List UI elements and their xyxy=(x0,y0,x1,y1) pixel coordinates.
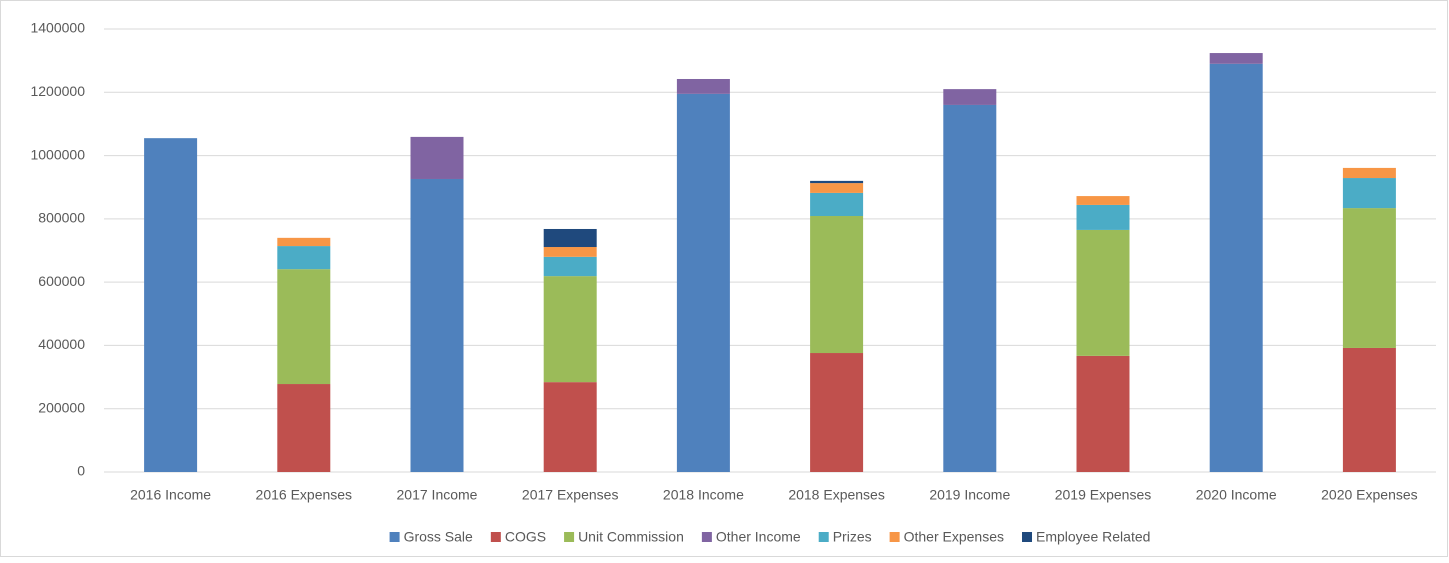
legend-swatch xyxy=(701,532,712,542)
legend-label: Other Expenses xyxy=(904,529,1004,545)
legend-swatch xyxy=(1022,532,1033,542)
bar-segment xyxy=(943,104,997,472)
bar-segment xyxy=(144,138,198,473)
bar-segment xyxy=(810,216,864,354)
bar-segment xyxy=(1076,196,1130,205)
legend-label: COGS xyxy=(505,529,546,545)
y-tick-label: 1400000 xyxy=(30,20,85,36)
x-tick-label: 2016 Expenses xyxy=(256,487,353,503)
legend-swatch xyxy=(818,532,829,542)
legend-label: Gross Sale xyxy=(404,529,473,545)
bar-segment xyxy=(1342,347,1396,472)
y-tick-label: 200000 xyxy=(38,399,85,415)
bar-segment xyxy=(543,382,597,472)
bar-segment xyxy=(277,384,331,472)
legend-swatch xyxy=(490,532,501,542)
legend-label: Prizes xyxy=(833,529,872,545)
bar-segment xyxy=(676,93,730,472)
x-tick-label: 2020 Expenses xyxy=(1321,487,1418,503)
bar-segment xyxy=(1076,355,1130,472)
bar-segment xyxy=(277,246,331,270)
bar-segment xyxy=(1342,178,1396,209)
bar-segment xyxy=(1076,204,1130,230)
y-tick-label: 600000 xyxy=(38,273,85,289)
legend-label: Other Income xyxy=(716,529,801,545)
y-tick-label: 400000 xyxy=(38,336,85,352)
bar-segment xyxy=(543,247,597,257)
x-tick-label: 2019 Income xyxy=(929,487,1010,503)
bar-segment xyxy=(810,353,864,472)
bar-segment xyxy=(810,183,864,193)
bar-segment xyxy=(1076,229,1130,356)
x-tick-label: 2016 Income xyxy=(130,487,211,503)
y-tick-label: 1000000 xyxy=(30,146,85,162)
legend-swatch xyxy=(889,532,900,542)
bar-segment xyxy=(943,89,997,105)
bar-segment xyxy=(543,256,597,277)
bar-segment xyxy=(676,78,730,94)
legend-label: Unit Commission xyxy=(578,529,684,545)
x-tick-label: 2017 Expenses xyxy=(522,487,619,503)
y-tick-label: 1200000 xyxy=(30,83,85,99)
bar-segment xyxy=(277,237,331,247)
legend-swatch xyxy=(389,532,400,542)
bar-segment xyxy=(1209,63,1263,473)
x-tick-label: 2020 Income xyxy=(1196,487,1277,503)
bar-segment xyxy=(1209,53,1263,64)
x-tick-label: 2017 Income xyxy=(397,487,478,503)
bar-segment xyxy=(410,178,464,473)
bar-segment xyxy=(810,192,864,217)
x-tick-label: 2019 Expenses xyxy=(1055,487,1152,503)
bar-segment xyxy=(410,136,464,179)
bar-segment xyxy=(810,180,864,184)
bar-segment xyxy=(543,228,597,248)
legend-swatch xyxy=(564,532,575,542)
bar-segment xyxy=(277,269,331,385)
y-tick-label: 0 xyxy=(77,463,85,479)
x-tick-label: 2018 Income xyxy=(663,487,744,503)
bar-segment xyxy=(1342,167,1396,179)
y-tick-label: 800000 xyxy=(38,210,85,226)
legend-label: Employee Related xyxy=(1036,529,1150,545)
bar-segment xyxy=(1342,208,1396,348)
x-tick-label: 2018 Expenses xyxy=(788,487,885,503)
bar-segment xyxy=(543,276,597,383)
